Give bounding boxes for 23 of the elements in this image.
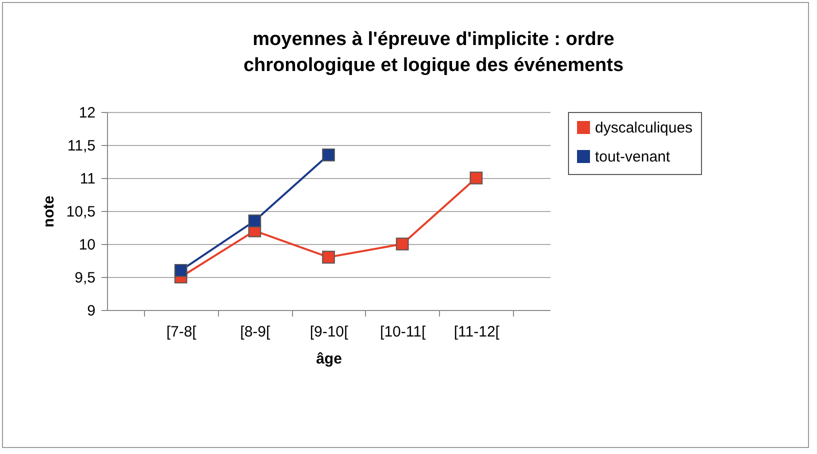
x-tick-label: [9-10[	[310, 324, 350, 340]
point	[322, 250, 335, 264]
x-tick-label: [10-11[	[380, 324, 426, 340]
x-tick-label: [8-9[	[240, 324, 272, 340]
y-tick-label: 10	[78, 236, 96, 254]
legend-label: tout-venant	[595, 148, 671, 166]
x-axis-title: âge	[316, 350, 342, 368]
y-tick-label: 10,5	[66, 204, 96, 220]
x-tick-label: [11-12[	[454, 324, 500, 340]
legend-label: dyscalculiques	[595, 120, 693, 136]
point	[396, 238, 409, 250]
chart-title: moyennes à l'épreuve d'implicite : ordre chronologique et logique des événements	[243, 29, 624, 76]
y-tick-label: 9,5	[74, 270, 96, 286]
y-tick-label: 12	[78, 104, 96, 122]
point	[470, 172, 483, 184]
y-tick-label: 11	[80, 170, 96, 188]
point	[174, 264, 188, 277]
y-tick-label: 9	[87, 302, 96, 320]
x-tick-label: [7-8[	[166, 324, 198, 340]
point	[322, 148, 335, 162]
point	[248, 214, 262, 228]
y-axis-title: note	[40, 196, 58, 228]
y-tick-label: 11,5	[67, 138, 96, 154]
